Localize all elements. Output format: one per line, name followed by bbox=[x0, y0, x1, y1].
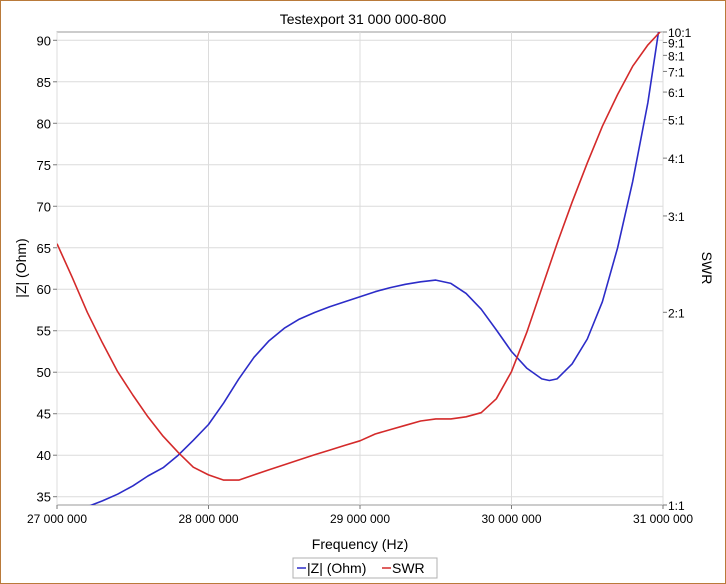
tick-label-y-right: 9:1 bbox=[668, 37, 685, 51]
tick-label-y-left: 45 bbox=[37, 407, 51, 422]
tick-label-y-right: 8:1 bbox=[668, 49, 685, 63]
tick-label-y-right: 7:1 bbox=[668, 65, 685, 79]
tick-label-y-left: 90 bbox=[37, 33, 51, 48]
legend-label-swr: SWR bbox=[392, 560, 425, 576]
legend: |Z| (Ohm) SWR bbox=[292, 557, 438, 579]
tick-label-y-left: 65 bbox=[37, 241, 51, 256]
tick-label-y-left: 40 bbox=[37, 448, 51, 463]
x-axis-label: Frequency (Hz) bbox=[312, 536, 408, 552]
tick-label-y-right: 10:1 bbox=[668, 26, 692, 40]
tick-label-y-left: 70 bbox=[37, 199, 51, 214]
series-line-swr bbox=[57, 32, 661, 481]
tick-label-y-right: 6:1 bbox=[668, 86, 685, 100]
tick-label-x: 31 000 000 bbox=[633, 512, 693, 526]
tick-label-x: 29 000 000 bbox=[330, 512, 390, 526]
legend-label-impedance: |Z| (Ohm) bbox=[307, 560, 366, 576]
tick-label-x: 30 000 000 bbox=[481, 512, 541, 526]
tick-label-y-right: 3:1 bbox=[668, 210, 685, 224]
tick-label-x: 27 000 000 bbox=[27, 512, 87, 526]
tick-label-y-left: 60 bbox=[37, 282, 51, 297]
tick-label-y-left: 85 bbox=[37, 75, 51, 90]
grid-lines bbox=[56, 32, 664, 505]
chart-title: Testexport 31 000 000-800 bbox=[280, 11, 447, 27]
tick-label-y-left: 50 bbox=[37, 365, 51, 380]
tick-label-x: 28 000 000 bbox=[178, 512, 238, 526]
tick-label-y-right: 1:1 bbox=[668, 499, 685, 513]
tick-labels: 35 40 45 50 55 60 65 70 75 80 85 90 27 000 000 28 000… bbox=[27, 26, 693, 526]
series-layer bbox=[57, 32, 661, 505]
series-line-impedance bbox=[89, 32, 660, 505]
legend-box bbox=[292, 557, 438, 579]
tick-label-y-right: 5:1 bbox=[668, 114, 685, 128]
tick-label-y-left: 35 bbox=[37, 490, 51, 505]
tick-label-y-right: 4:1 bbox=[668, 152, 685, 166]
y-axis-label-left: |Z| (Ohm) bbox=[13, 238, 29, 297]
tick-label-y-left: 75 bbox=[37, 158, 51, 173]
tick-label-y-left: 55 bbox=[37, 324, 51, 339]
y-axis-label-right: SWR bbox=[699, 252, 715, 285]
tick-label-y-right: 2:1 bbox=[668, 306, 685, 320]
tick-label-y-left: 80 bbox=[37, 116, 51, 131]
